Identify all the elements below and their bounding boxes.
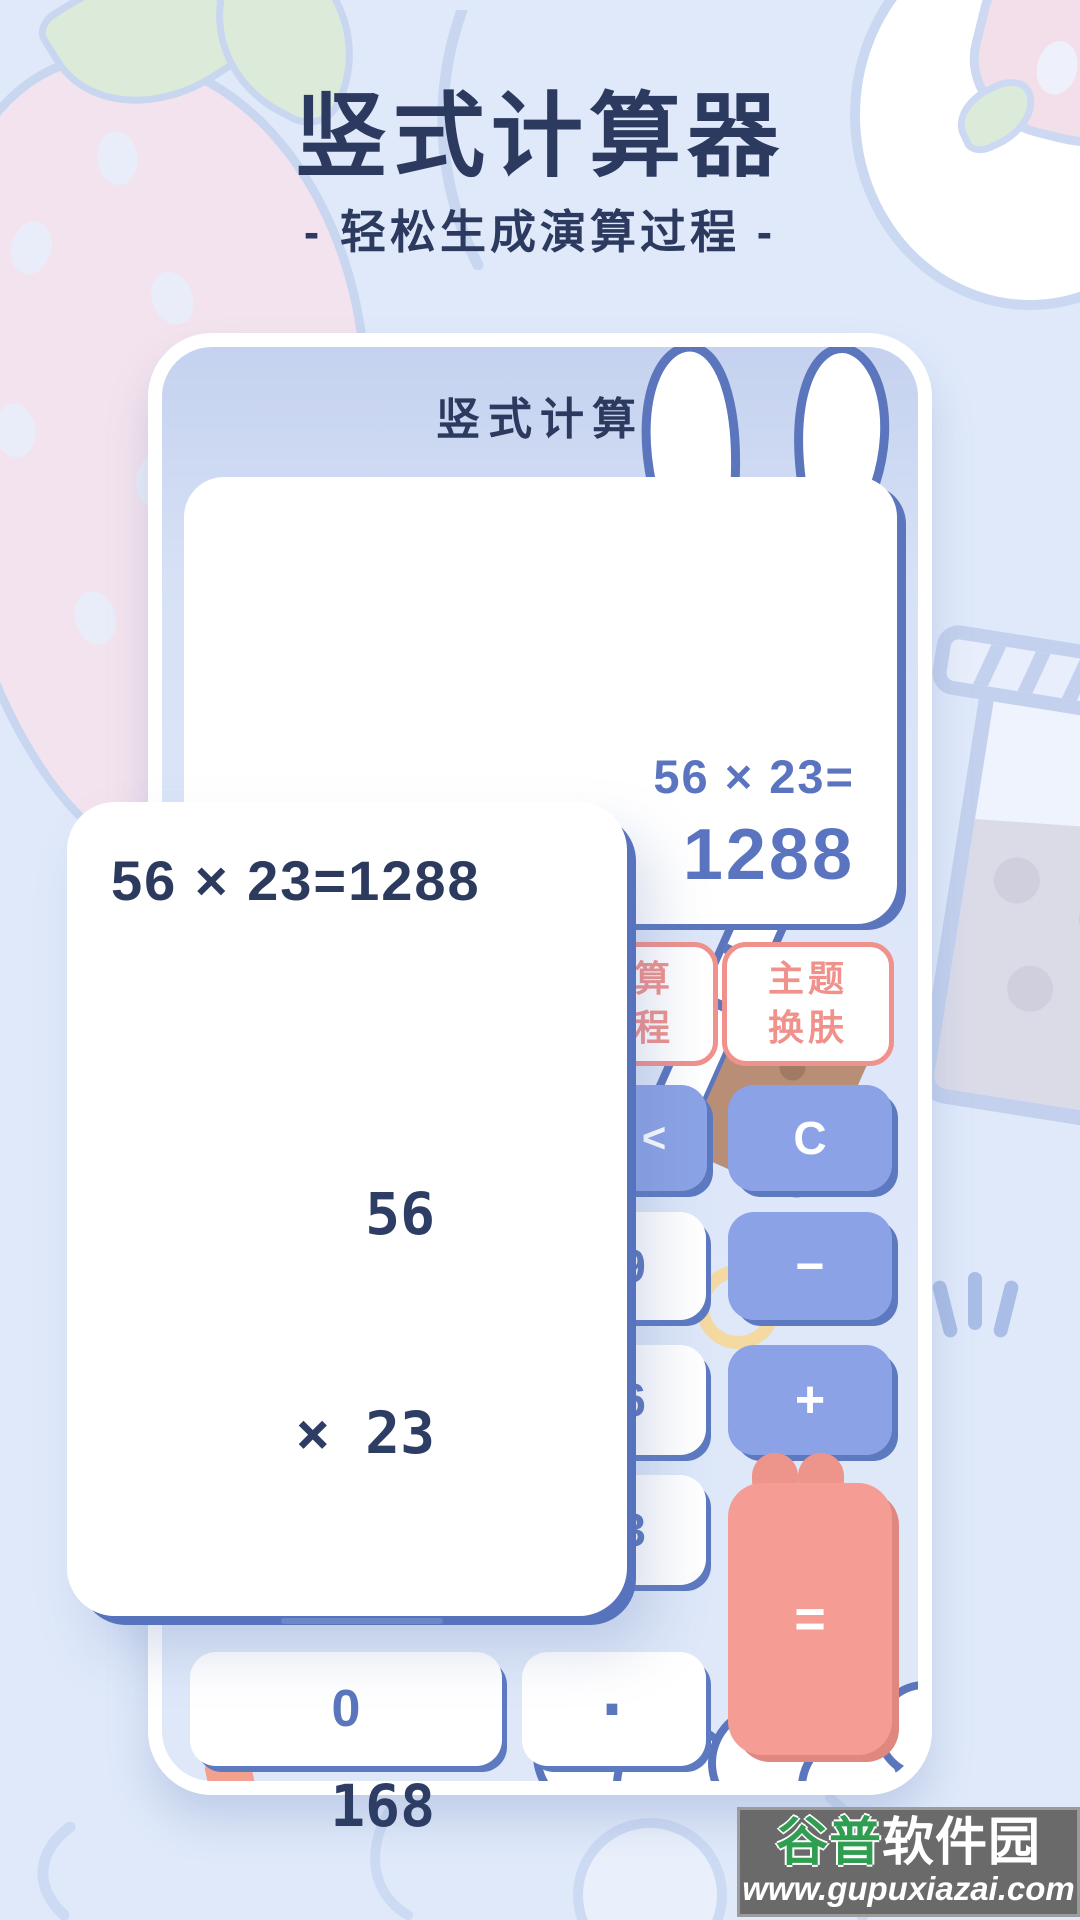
clear-key[interactable]: C <box>728 1085 892 1191</box>
sparkle-lines-icon <box>968 1272 982 1330</box>
site-watermark: 谷普软件园 www.gupuxiazai.com <box>737 1807 1080 1917</box>
equals-key[interactable]: = <box>728 1483 892 1755</box>
calc-line: × 23 <box>295 1398 435 1467</box>
display-expression: 56 × 23= <box>653 750 855 803</box>
calc-rule <box>281 1617 443 1624</box>
background-curve <box>37 1822 76 1920</box>
sparkle-lines-icon <box>992 1279 1020 1339</box>
rabbit-ears-icon <box>641 347 890 485</box>
page-title: 竖式计算器 <box>294 86 785 188</box>
bubble-tea-illustration <box>915 644 1080 1136</box>
digit-0-key[interactable]: 0 <box>190 1652 502 1766</box>
sparkle-lines-icon <box>931 1279 959 1339</box>
theme-skin-button[interactable]: 主题 换肤 <box>722 942 894 1066</box>
minus-key[interactable]: − <box>728 1212 892 1320</box>
calc-line: 56 <box>365 1179 435 1248</box>
vertical-calculation: 56 × 23 168 + 112 1288 <box>221 1052 443 1920</box>
plus-key[interactable]: + <box>728 1345 892 1455</box>
watermark-brand: 谷普软件园 <box>775 1813 1042 1872</box>
page-subtitle: - 轻松生成演算过程 - <box>303 206 777 258</box>
calc-line: 168 <box>330 1771 435 1840</box>
calculator-header: 竖式计算 <box>436 395 644 444</box>
decimal-point-key[interactable]: · <box>522 1652 706 1766</box>
worksheet-popup[interactable]: 56 × 23=1288 56 × 23 168 + 112 1288 <box>67 802 627 1838</box>
display-result: 1288 <box>682 815 855 895</box>
worksheet-title: 56 × 23=1288 <box>111 849 481 912</box>
background-curve <box>437 10 484 270</box>
watermark-url: www.gupuxiazai.com <box>742 1869 1075 1907</box>
